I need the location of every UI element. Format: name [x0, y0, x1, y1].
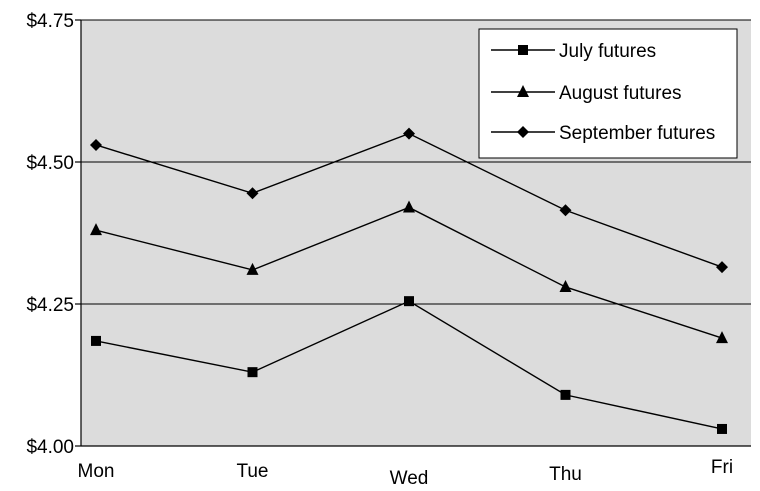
- data-point: [403, 200, 415, 213]
- data-point: [247, 367, 258, 378]
- gridlines: [81, 19, 751, 305]
- legend-marker: [517, 85, 529, 97]
- legend-marker: [518, 45, 528, 55]
- data-point: [404, 296, 414, 307]
- legend-label: July futures: [559, 41, 656, 62]
- legend-label: August futures: [559, 83, 682, 104]
- y-tick-label: $4.25: [26, 295, 74, 316]
- y-tick-label: $4.00: [26, 437, 74, 458]
- axes: [80, 20, 751, 447]
- data-point: [91, 335, 101, 346]
- series-lines: [90, 127, 728, 434]
- legend: July futures August futures September futu…: [478, 28, 738, 159]
- x-tick-label: Thu: [549, 464, 582, 485]
- data-point: [246, 187, 259, 200]
- x-tick-label: Fri: [711, 457, 733, 478]
- y-tick-labels: $4.00 $4.25 $4.50 $4.75: [26, 11, 81, 458]
- data-point: [559, 279, 572, 292]
- legend-marker: [517, 126, 529, 138]
- x-tick-label: Wed: [390, 468, 429, 489]
- data-point: [90, 223, 102, 236]
- legend-label: September futures: [559, 123, 715, 144]
- data-point: [717, 423, 727, 434]
- y-tick-label: $4.75: [26, 11, 74, 32]
- x-tick-label: Mon: [78, 461, 115, 482]
- x-tick-label: Tue: [236, 461, 268, 482]
- data-point: [90, 138, 102, 151]
- y-tick-label: $4.50: [26, 153, 74, 174]
- x-tick-labels: Mon Tue Wed Thu Fri: [78, 457, 734, 489]
- data-point: [403, 127, 415, 140]
- data-point: [716, 261, 728, 274]
- data-point: [559, 204, 572, 217]
- data-point: [560, 389, 571, 400]
- data-point: [246, 262, 259, 275]
- data-point: [716, 331, 728, 344]
